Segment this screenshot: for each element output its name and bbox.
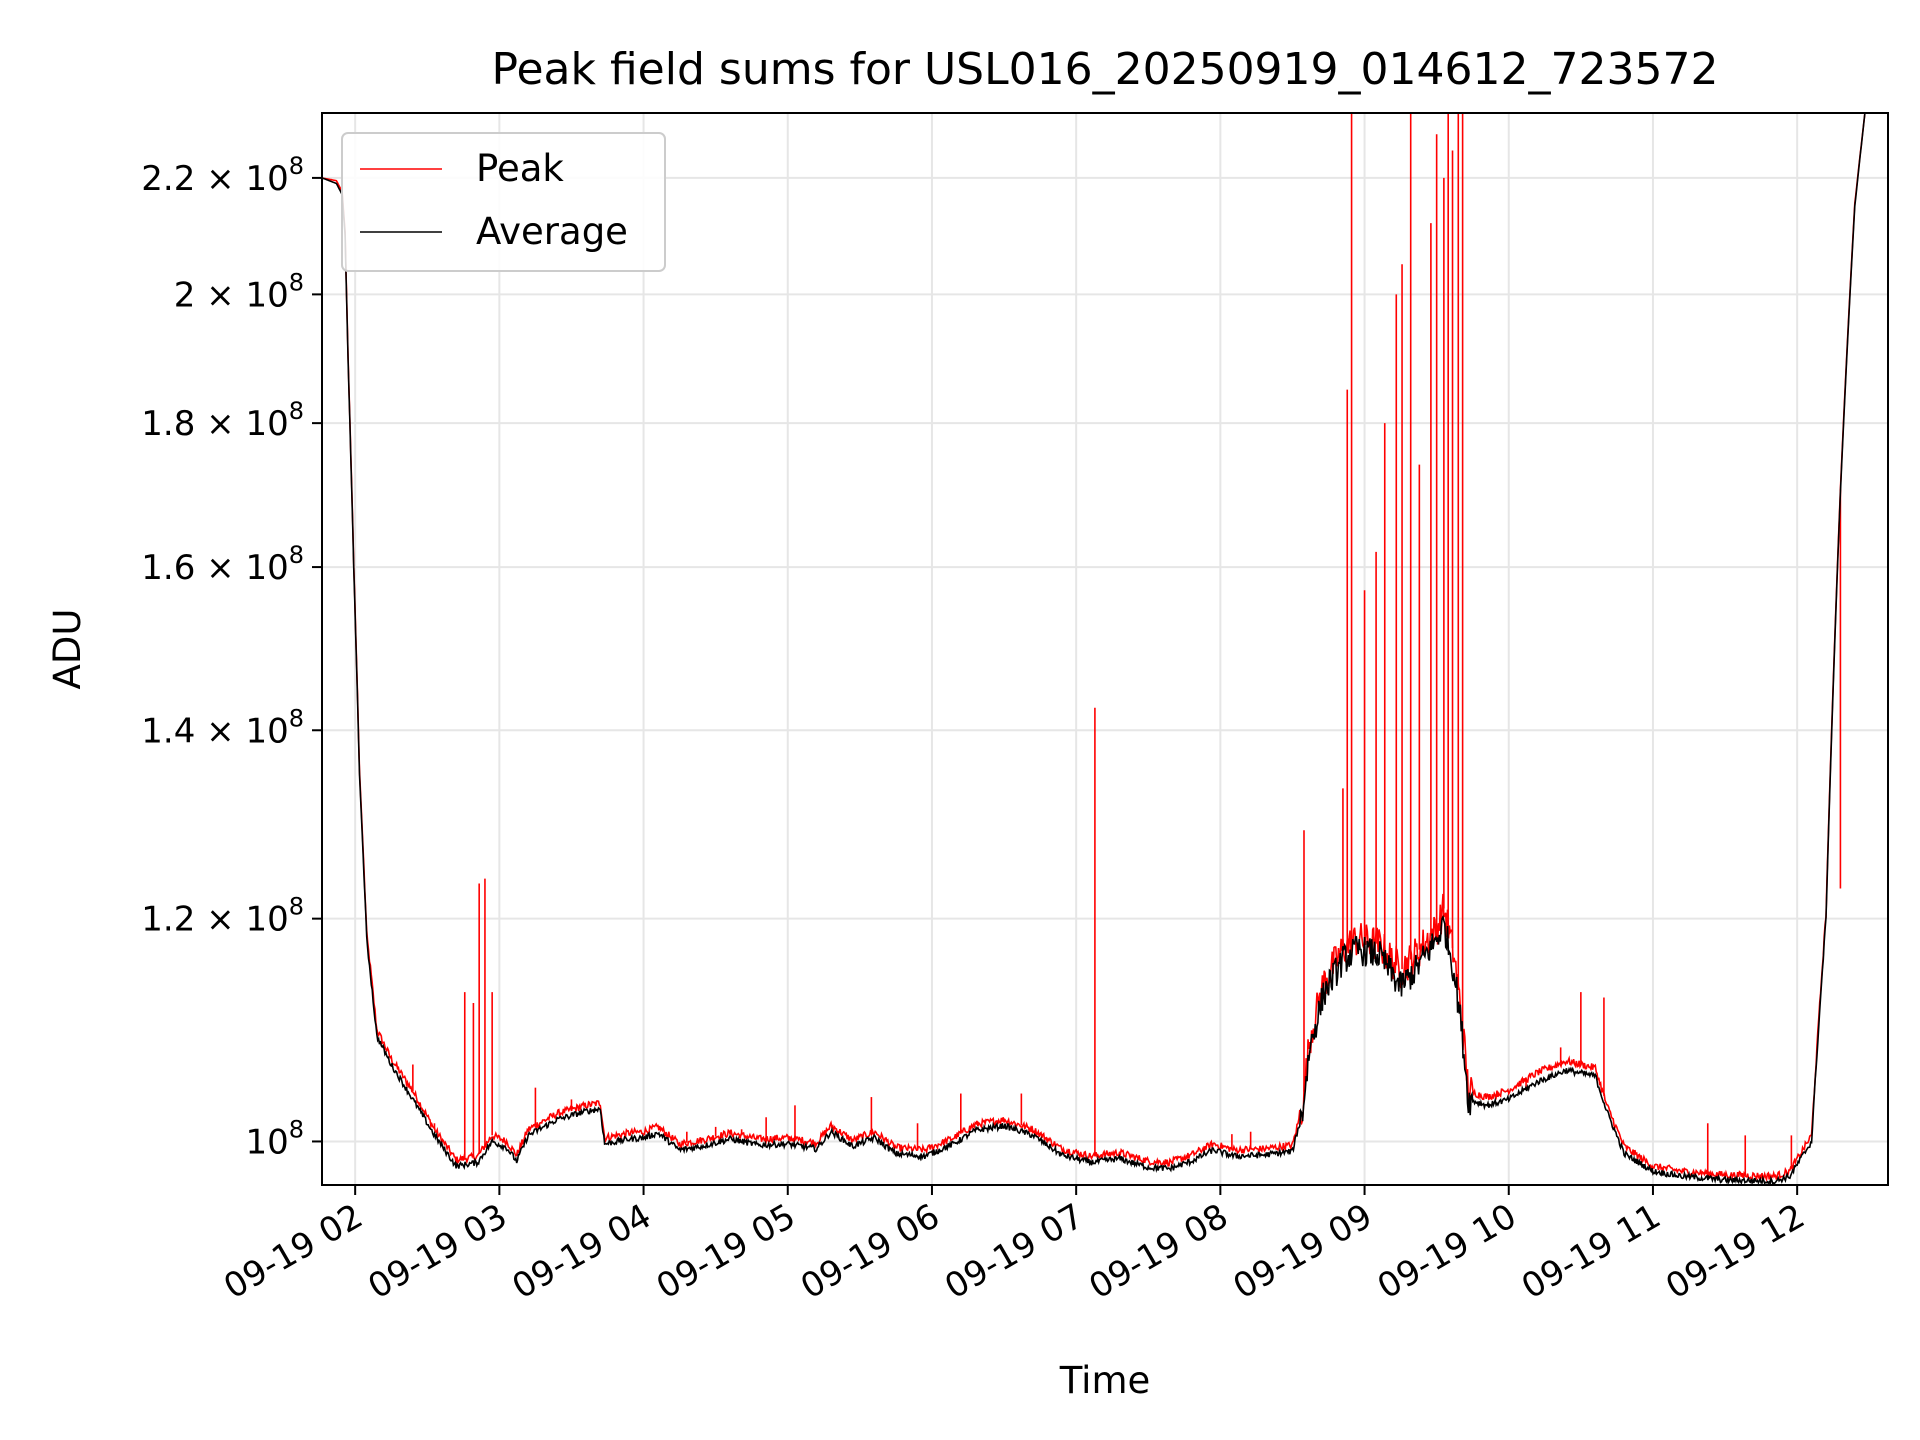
- y-tick-label: 1.2 × 108: [141, 893, 304, 940]
- legend-peak-label: Peak: [476, 147, 564, 190]
- axes-frame: [321, 112, 1889, 1186]
- x-axis-label: Time: [1059, 1359, 1151, 1402]
- y-axis-label: ADU: [46, 609, 89, 690]
- gridlines: [322, 113, 1888, 1185]
- chart-title: Peak field sums for USL016_20250919_0146…: [492, 44, 1719, 95]
- y-tick-label: 1.4 × 108: [141, 704, 304, 751]
- legend: Peak Average: [341, 132, 666, 272]
- legend-average-label: Average: [476, 210, 628, 253]
- average-series-line: [322, 113, 1866, 1185]
- y-tick-label: 2.2 × 108: [141, 152, 304, 199]
- series-group: [322, 113, 1866, 1185]
- y-tick-label: 2 × 108: [174, 268, 304, 315]
- y-tick-label: 1.6 × 108: [141, 541, 304, 588]
- legend-box: [341, 132, 666, 272]
- y-tick-label: 1.8 × 108: [141, 397, 304, 444]
